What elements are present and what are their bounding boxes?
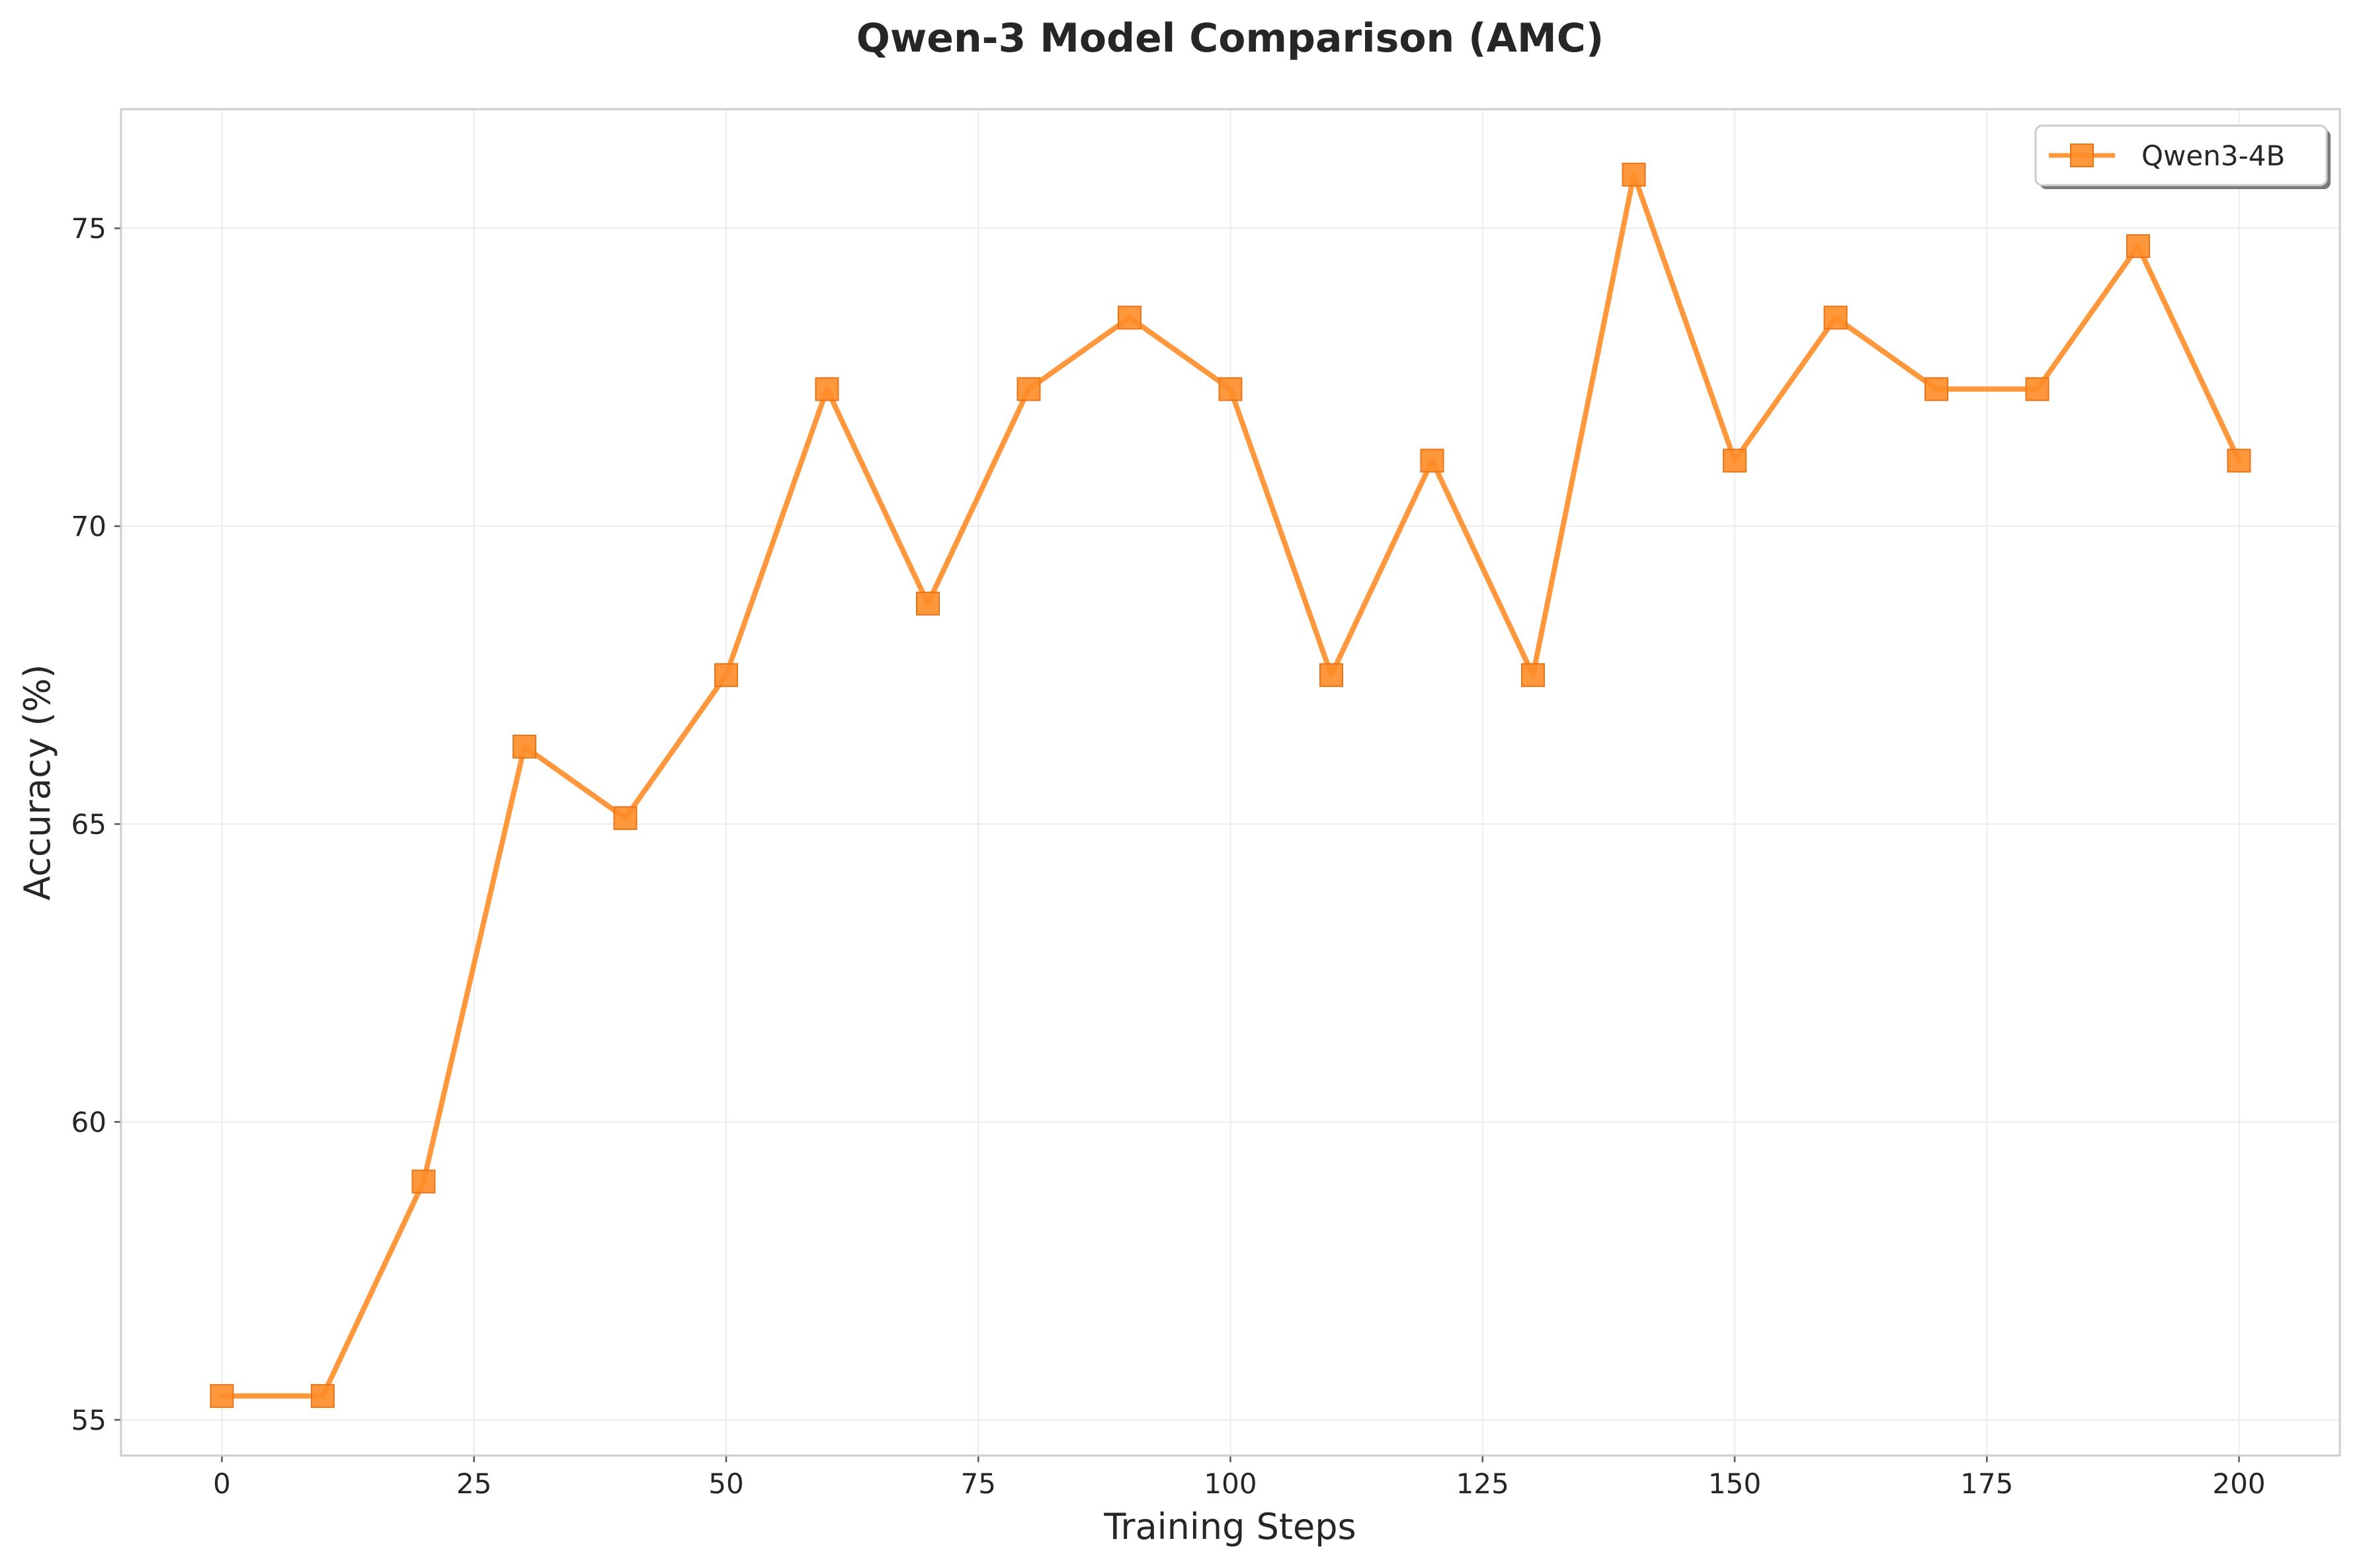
grid xyxy=(121,109,2340,1456)
y-axis-ticks: 55 60 65 70 75 xyxy=(71,212,121,1436)
data-point xyxy=(1118,306,1141,330)
y-tick-label: 70 xyxy=(71,511,106,543)
y-tick-label: 65 xyxy=(71,808,106,841)
x-tick-label: 125 xyxy=(1456,1467,1509,1500)
x-tick-label: 75 xyxy=(961,1467,996,1500)
legend-marker xyxy=(2070,144,2094,167)
data-point xyxy=(2025,377,2050,401)
x-tick-label: 100 xyxy=(1204,1467,1257,1500)
data-point xyxy=(1723,448,1747,473)
data-point xyxy=(1420,448,1444,473)
x-tick-label: 150 xyxy=(1708,1467,1761,1500)
y-tick-label: 60 xyxy=(71,1106,106,1139)
data-point xyxy=(2126,234,2150,259)
data-point xyxy=(1925,377,1948,401)
data-point xyxy=(411,1169,436,1194)
y-axis-label: Accuracy (%) xyxy=(17,664,58,900)
data-point xyxy=(311,1383,335,1408)
data-point xyxy=(1016,377,1041,401)
x-tick-label: 50 xyxy=(708,1467,743,1500)
y-tick-label: 55 xyxy=(71,1404,106,1436)
chart-title: Qwen-3 Model Comparison (AMC) xyxy=(856,15,1604,62)
legend: Qwen3-4B xyxy=(2034,124,2331,189)
data-point xyxy=(210,1383,234,1408)
x-axis-label: Training Steps xyxy=(1103,1506,1356,1547)
series-layer xyxy=(210,163,2251,1408)
data-point xyxy=(1823,306,1848,330)
x-tick-label: 175 xyxy=(1960,1467,2013,1500)
data-point xyxy=(1319,663,1343,687)
legend-entry-label: Qwen3-4B xyxy=(2141,140,2285,172)
y-tick-label: 75 xyxy=(71,212,106,245)
data-point xyxy=(916,591,940,616)
data-point xyxy=(613,806,638,831)
data-point xyxy=(513,734,536,759)
x-axis-ticks: 0 25 50 75 100 125 150 175 200 xyxy=(213,1456,2266,1500)
data-point xyxy=(1521,663,1545,687)
x-tick-label: 0 xyxy=(213,1467,231,1500)
data-point xyxy=(2227,448,2251,473)
axes-frame xyxy=(120,108,2341,1457)
x-tick-label: 25 xyxy=(456,1467,491,1500)
data-point xyxy=(1622,163,1646,187)
data-point xyxy=(1218,377,1243,401)
data-point xyxy=(815,377,839,401)
data-point xyxy=(714,663,738,687)
x-tick-label: 200 xyxy=(2212,1467,2265,1500)
legend-box xyxy=(2034,124,2328,186)
